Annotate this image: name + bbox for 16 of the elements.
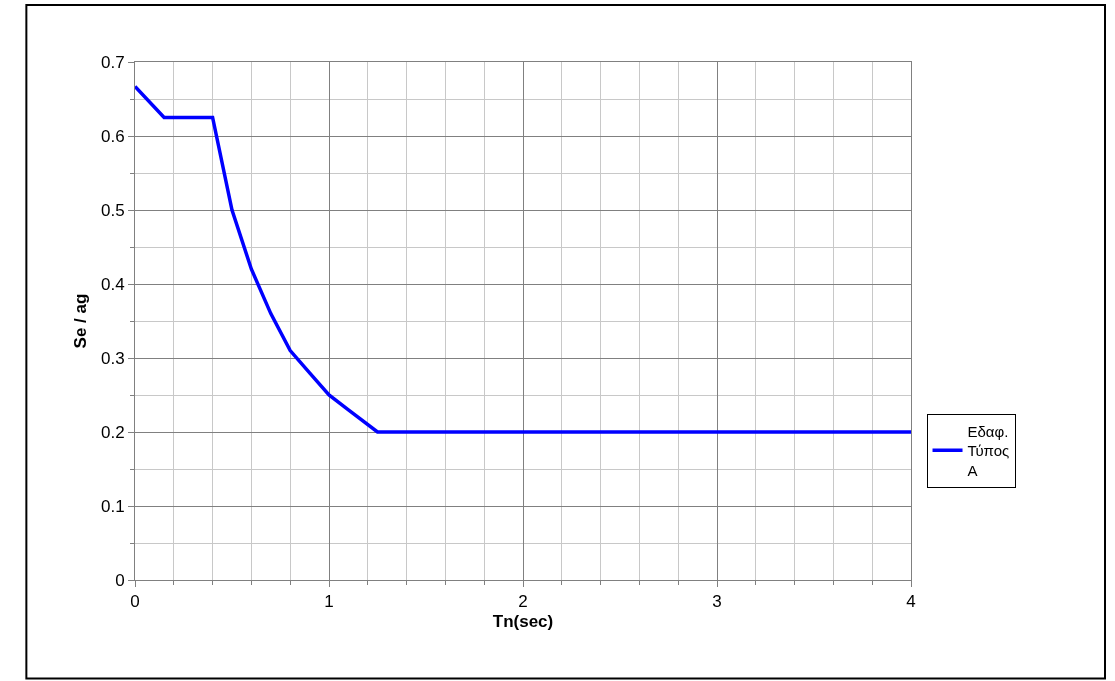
x-tick-label: 1	[324, 592, 334, 612]
x-tick-label: 0	[130, 592, 140, 612]
y-tick-label: 0.1	[100, 496, 125, 516]
y-tick-label: 0.7	[100, 52, 125, 72]
legend-label: Εδαφ. Τύπος Α	[967, 422, 1010, 479]
y-tick-label: 0.5	[100, 200, 125, 220]
x-axis-title: Tn(sec)	[492, 611, 554, 631]
x-tick-label: 3	[712, 592, 722, 612]
y-tick-label: 0.2	[100, 422, 125, 442]
y-tick-label: 0.4	[100, 274, 125, 294]
y-axis-title: Se / ag	[70, 293, 90, 349]
y-tick-label: 0.6	[100, 126, 125, 146]
x-tick-label: 4	[906, 592, 916, 612]
x-tick-label: 2	[518, 592, 528, 612]
y-tick-label: 0	[115, 570, 125, 590]
y-tick-label: 0.3	[100, 348, 125, 368]
